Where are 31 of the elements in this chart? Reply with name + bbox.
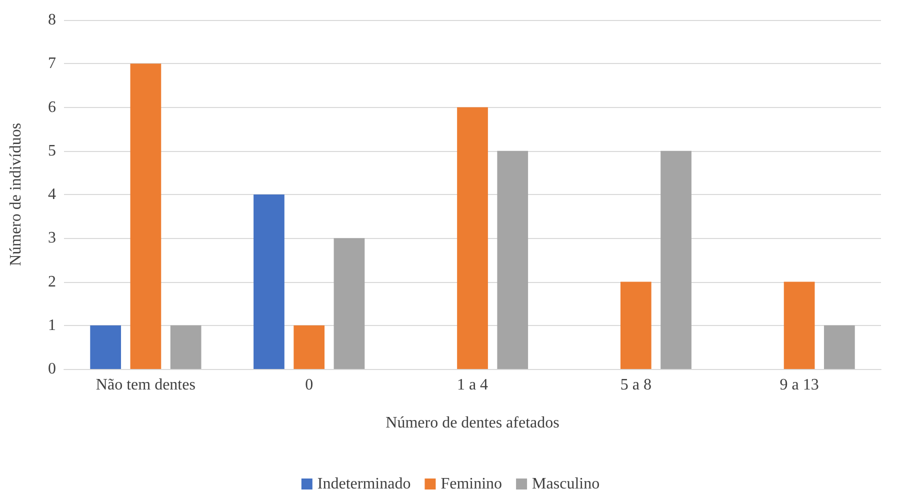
bar	[620, 282, 652, 369]
y-tick-label: 7	[48, 55, 56, 72]
y-tick-label: 6	[48, 98, 56, 116]
y-axis-title: Número de indivíduos	[8, 122, 24, 266]
y-tick-label: 0	[48, 360, 56, 378]
bar	[497, 150, 528, 369]
bar	[130, 64, 162, 369]
bar	[334, 238, 365, 369]
bar	[294, 325, 325, 369]
y-tick-label: 1	[48, 316, 56, 334]
legend-label: Masculino	[532, 476, 600, 492]
legend-label: Feminino	[440, 476, 502, 492]
bar	[90, 325, 122, 369]
bar	[660, 150, 692, 369]
y-tick-label: 8	[48, 12, 56, 28]
bar	[824, 325, 855, 369]
y-tick-label: 2	[48, 273, 56, 290]
bar	[254, 194, 284, 369]
x-tick-label: 1 a 4	[456, 376, 488, 394]
x-tick-label: 9 a 13	[780, 376, 819, 394]
x-tick-label: 5 a 8	[620, 376, 652, 394]
bar	[457, 107, 488, 369]
bar	[784, 282, 815, 369]
y-tick-label: 3	[48, 230, 56, 247]
x-axis-title: Número de dentes afetados	[386, 414, 560, 432]
bar	[170, 325, 202, 369]
x-tick-label: 0	[305, 376, 314, 394]
legend-label: Indeterminado	[317, 476, 411, 492]
y-tick-label: 4	[48, 186, 56, 203]
x-tick-label: Não tem dentes	[96, 376, 196, 394]
y-tick-label: 5	[48, 142, 56, 160]
